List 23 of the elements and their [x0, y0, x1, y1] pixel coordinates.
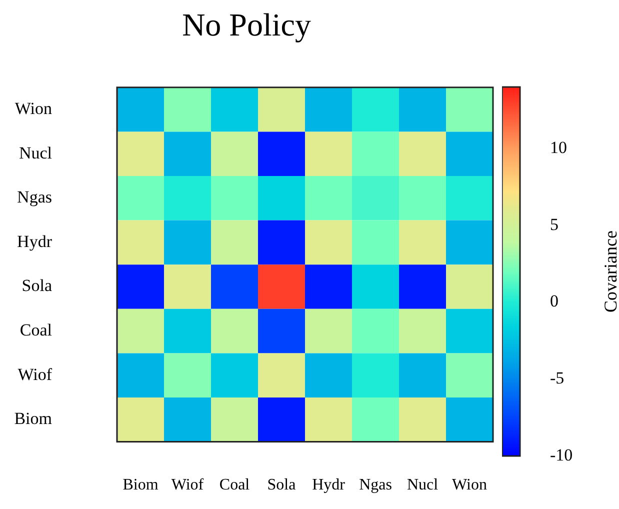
- x-tick-label: Wiof: [171, 476, 204, 494]
- color-bar-label: -10: [550, 445, 573, 464]
- color-bar-title: Covariance: [600, 230, 619, 312]
- x-tick-label: Nucl: [406, 476, 439, 494]
- y-tick-label: Sola: [22, 276, 52, 296]
- y-tick-label: Hydr: [17, 232, 52, 251]
- x-tick-label: Wion: [452, 476, 487, 494]
- color-bar-label: 10: [550, 138, 567, 157]
- x-tick-label: Hydr: [312, 476, 346, 494]
- y-tick-label: Wion: [14, 99, 52, 118]
- y-tick-label: Wiof: [18, 364, 52, 384]
- y-tick-label: Coal: [20, 320, 52, 340]
- x-tick-label: Ngas: [359, 476, 392, 494]
- y-tick-label: Ngas: [17, 188, 52, 207]
- x-tick-label: Coal: [219, 476, 250, 494]
- x-tick-label: Biom: [122, 476, 159, 494]
- x-tick-label: Sola: [267, 476, 296, 494]
- chart-title: No Policy: [182, 6, 311, 43]
- color-bar-label: 5: [550, 214, 558, 234]
- color-bar-label: 0: [550, 292, 558, 311]
- y-tick-label: Biom: [14, 409, 52, 428]
- color-bar-label: -5: [550, 368, 564, 388]
- y-tick-label: Nucl: [18, 143, 52, 162]
